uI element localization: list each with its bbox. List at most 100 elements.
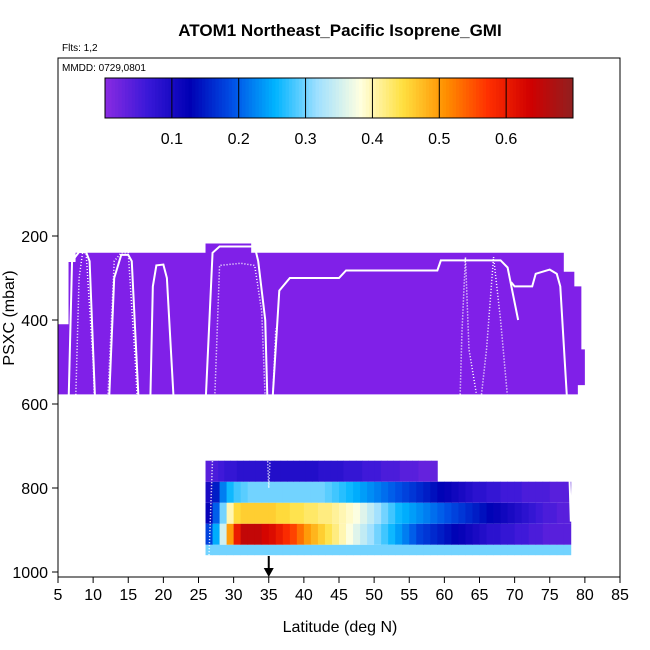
- colorbar-cell: [372, 78, 377, 118]
- heatmap-cell: [444, 481, 452, 503]
- x-tick-label: 60: [435, 587, 453, 604]
- heatmap-cell: [388, 544, 396, 556]
- heatmap-cell: [406, 460, 413, 482]
- heatmap-cell: [282, 502, 291, 524]
- colorbar-cell: [345, 78, 350, 118]
- heatmap-cell: [261, 544, 270, 556]
- heatmap-cell: [418, 460, 426, 482]
- flight-track-mid: [197, 245, 520, 566]
- y-axis-label: PSXC (mbar): [1, 270, 18, 365]
- heatmap-cell: [230, 460, 238, 482]
- heatmap-cell: [233, 544, 242, 556]
- colorbar-cell: [325, 78, 330, 118]
- x-tick-label: 30: [225, 587, 243, 604]
- heatmap-cell: [353, 544, 361, 556]
- heatmap-cell: [353, 502, 361, 524]
- heatmap-cell: [205, 523, 213, 545]
- flight-track-mid-dotted: [208, 262, 277, 556]
- colorbar-cell: [506, 78, 510, 118]
- heatmap-cell: [212, 502, 220, 524]
- heatmap-cell: [268, 544, 277, 556]
- heatmap-cell: [500, 502, 508, 524]
- heatmap-cell: [437, 544, 445, 556]
- heatmap-cell: [296, 544, 305, 556]
- colorbar-cell: [105, 78, 109, 118]
- colorbar-cell: [315, 78, 320, 118]
- colorbar-cell: [201, 78, 206, 118]
- heatmap-cell: [486, 523, 494, 545]
- heatmap-cell: [343, 460, 351, 482]
- heatmap-cell: [353, 523, 361, 545]
- heatmap-cell: [317, 544, 326, 556]
- colorbar-cell: [522, 78, 527, 118]
- colorbar-frame: [104, 77, 574, 119]
- x-tick-label: 65: [471, 587, 489, 604]
- colorbar-cell: [158, 78, 163, 118]
- colorbar-cell: [359, 78, 363, 118]
- heatmap-cell: [310, 481, 319, 503]
- heatmap-cell: [219, 481, 227, 503]
- colorbar-cell: [205, 78, 210, 118]
- heatmap-cell: [399, 460, 407, 482]
- colorbar-cell: [195, 78, 200, 118]
- heatmap-cell: [500, 481, 508, 503]
- heatmap-cell: [549, 481, 558, 503]
- colorbar-cell: [362, 78, 367, 118]
- colorbar-cell: [439, 78, 444, 118]
- heatmap-cell: [254, 544, 263, 556]
- colorbar-cell: [546, 78, 551, 118]
- colorbar-cell: [539, 78, 544, 118]
- heatmap-cell: [514, 481, 523, 503]
- heatmap-cell: [360, 502, 368, 524]
- heatmap-cell: [303, 502, 312, 524]
- heatmap-cell: [353, 481, 361, 503]
- x-tick-label: 10: [84, 587, 102, 604]
- heatmap-cell: [416, 502, 424, 524]
- colorbar-cell: [562, 78, 567, 118]
- colorbar-cell: [399, 78, 404, 118]
- colorbar-cell: [148, 78, 153, 118]
- heatmap-cell: [339, 502, 347, 524]
- y-tick-label: 600: [21, 397, 48, 414]
- heatmap-cell: [409, 502, 417, 524]
- colorbar-cell: [486, 78, 490, 118]
- heatmap-cell: [402, 523, 410, 545]
- colorbar-cell: [462, 78, 467, 118]
- heatmap-cell: [387, 460, 394, 482]
- heatmap-cell: [289, 523, 298, 545]
- colorbar-cell: [282, 78, 287, 118]
- colorbar-cell: [499, 78, 504, 118]
- colorbar-cell: [131, 78, 136, 118]
- colorbar-cell: [476, 78, 480, 118]
- heatmap-cell: [247, 481, 256, 503]
- colorbar-cell: [248, 78, 253, 118]
- y-tick-label: 400: [21, 313, 48, 330]
- heatmap-cell: [249, 460, 257, 482]
- heatmap-cell: [226, 544, 235, 556]
- heatmap-cell: [556, 502, 565, 524]
- colorbar-cell: [328, 78, 333, 118]
- colorbar-cell: [145, 78, 149, 118]
- colorbar: 0.1 0.2 0.3 0.4 0.5 0.6: [104, 77, 574, 148]
- heatmap-cell: [381, 502, 389, 524]
- heatmap-cell: [360, 523, 368, 545]
- chart-title: ATOM1 Northeast_Pacific Isoprene_GMI: [178, 21, 501, 40]
- y-tick-label: 1000: [12, 565, 48, 582]
- heatmap-cell: [423, 481, 431, 503]
- heatmap-cell: [226, 523, 235, 545]
- colorbar-cell: [349, 78, 353, 118]
- colorbar-cell: [171, 78, 176, 118]
- heatmap-cell: [472, 544, 480, 556]
- heatmap-cell: [563, 481, 572, 503]
- background-field: [58, 243, 585, 577]
- heatmap-cell: [521, 502, 530, 524]
- heatmap-cell: [233, 502, 242, 524]
- colorbar-cell: [479, 78, 484, 118]
- heatmap-cell: [381, 481, 389, 503]
- colorbar-cell: [141, 78, 146, 118]
- heatmap-cell: [451, 481, 459, 503]
- heatmap-cell: [289, 502, 298, 524]
- heatmap-cell: [465, 502, 473, 524]
- heatmap-cell: [416, 481, 424, 503]
